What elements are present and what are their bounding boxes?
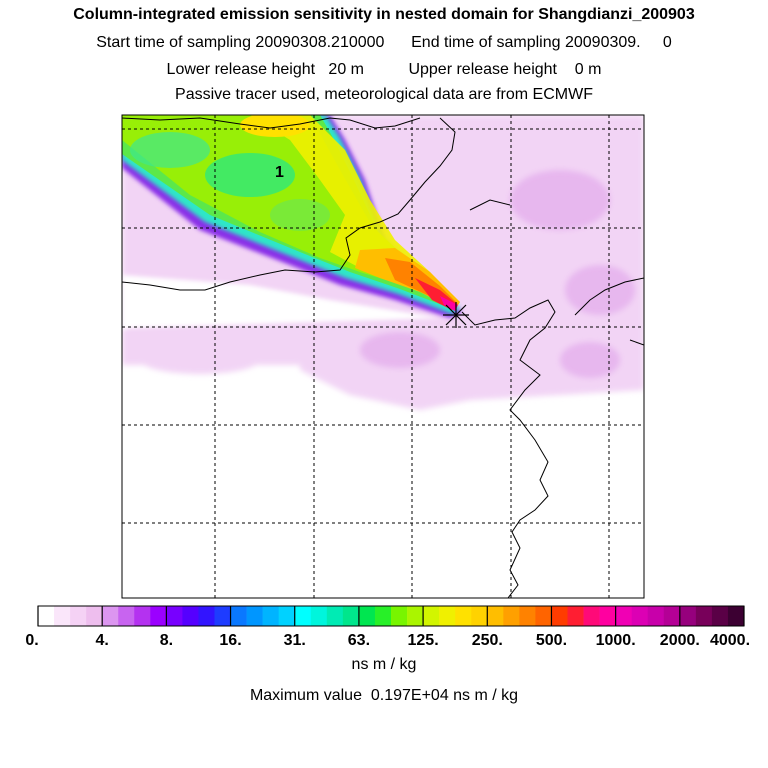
colorbar-swatch (599, 606, 616, 626)
colorbar-swatch (471, 606, 488, 626)
colorbar-swatch (262, 606, 279, 626)
colorbar-swatch (439, 606, 456, 626)
colorbar-tick-label: 2000. (659, 632, 700, 649)
colorbar-swatch (551, 606, 568, 626)
colorbar-swatch (455, 606, 472, 626)
colorbar-tick-label: 125. (407, 632, 439, 649)
colorbar-swatch (102, 606, 119, 626)
colorbar-swatch (86, 606, 103, 626)
colorbar-tick-label: 500. (535, 632, 568, 649)
colorbar-frame (37, 605, 745, 627)
colorbar-swatch (54, 606, 71, 626)
coastlines (122, 117, 644, 598)
colorbar-swatch (583, 606, 600, 626)
colorbar-tick-label: 31. (283, 632, 306, 649)
colorbar-swatch (230, 606, 247, 626)
colorbar-swatch (711, 606, 729, 626)
colorbar-swatch (70, 606, 87, 626)
release-heights: Lower release height 20 m Upper release … (166, 61, 602, 78)
colorbar-swatch (407, 606, 424, 626)
colorbar-tick-label: 16. (219, 632, 242, 649)
tracer-info: Passive tracer used, meteorological data… (175, 86, 593, 103)
colorbar-swatch (423, 606, 440, 626)
colorbar-swatch (503, 606, 520, 626)
colorbar-tick-label: 4. (95, 632, 109, 649)
colorbar-tick-label: 250. (471, 632, 503, 649)
colorbar-swatch (342, 606, 360, 626)
colorbar-swatch (615, 606, 632, 626)
colorbar-swatch (198, 606, 215, 626)
colorbar-tick-label: 63. (347, 632, 371, 649)
colorbar-swatch (391, 606, 408, 626)
colorbar-swatch (182, 606, 199, 626)
colorbar-swatch (214, 606, 231, 626)
colorbar-swatch (134, 606, 151, 626)
colorbar-swatch (118, 606, 135, 626)
colorbar-swatch (38, 606, 55, 626)
colorbar-tick-label: 8. (159, 632, 174, 649)
colorbar-swatch (535, 606, 552, 626)
colorbar-swatch (487, 606, 504, 626)
colorbar-swatch (567, 606, 584, 626)
colorbar-swatch (310, 606, 328, 626)
contour-label: 1 (275, 164, 284, 181)
background-field-darker (360, 170, 635, 378)
colorbar-swatch (278, 606, 296, 626)
sampling-times: Start time of sampling 20090308.210000 E… (96, 34, 672, 51)
colorbar-swatch (631, 606, 649, 626)
graticule (122, 115, 644, 598)
colorbar-swatch (294, 606, 312, 626)
colorbar-swatch (679, 606, 697, 626)
map-frame (121, 114, 645, 599)
plot-title: Column-integrated emission sensitivity i… (73, 6, 695, 23)
colorbar-tick-label: 0. (25, 632, 39, 649)
colorbar-swatch (358, 606, 376, 626)
colorbar-swatch (166, 606, 183, 626)
colorbar-tick-label: 1000. (595, 632, 636, 649)
colorbar-swatch (647, 606, 665, 626)
maximum-value: Maximum value 0.197E+04 ns m / kg (249, 687, 519, 704)
release-point-marker (443, 302, 469, 328)
plume (122, 115, 462, 318)
white-region (122, 275, 440, 330)
colorbar-swatch (326, 606, 344, 626)
colorbar-swatch (246, 606, 263, 626)
colorbar-tick-label: 4000. (709, 632, 751, 649)
colorbar-swatch (150, 606, 167, 626)
colorbar-swatch (727, 606, 745, 626)
colorbar-swatch (695, 606, 713, 626)
colorbar-unit: ns m / kg (351, 656, 417, 673)
colorbar-swatch (519, 606, 536, 626)
colorbar-swatch (374, 606, 392, 626)
colorbar-swatch (663, 606, 681, 626)
